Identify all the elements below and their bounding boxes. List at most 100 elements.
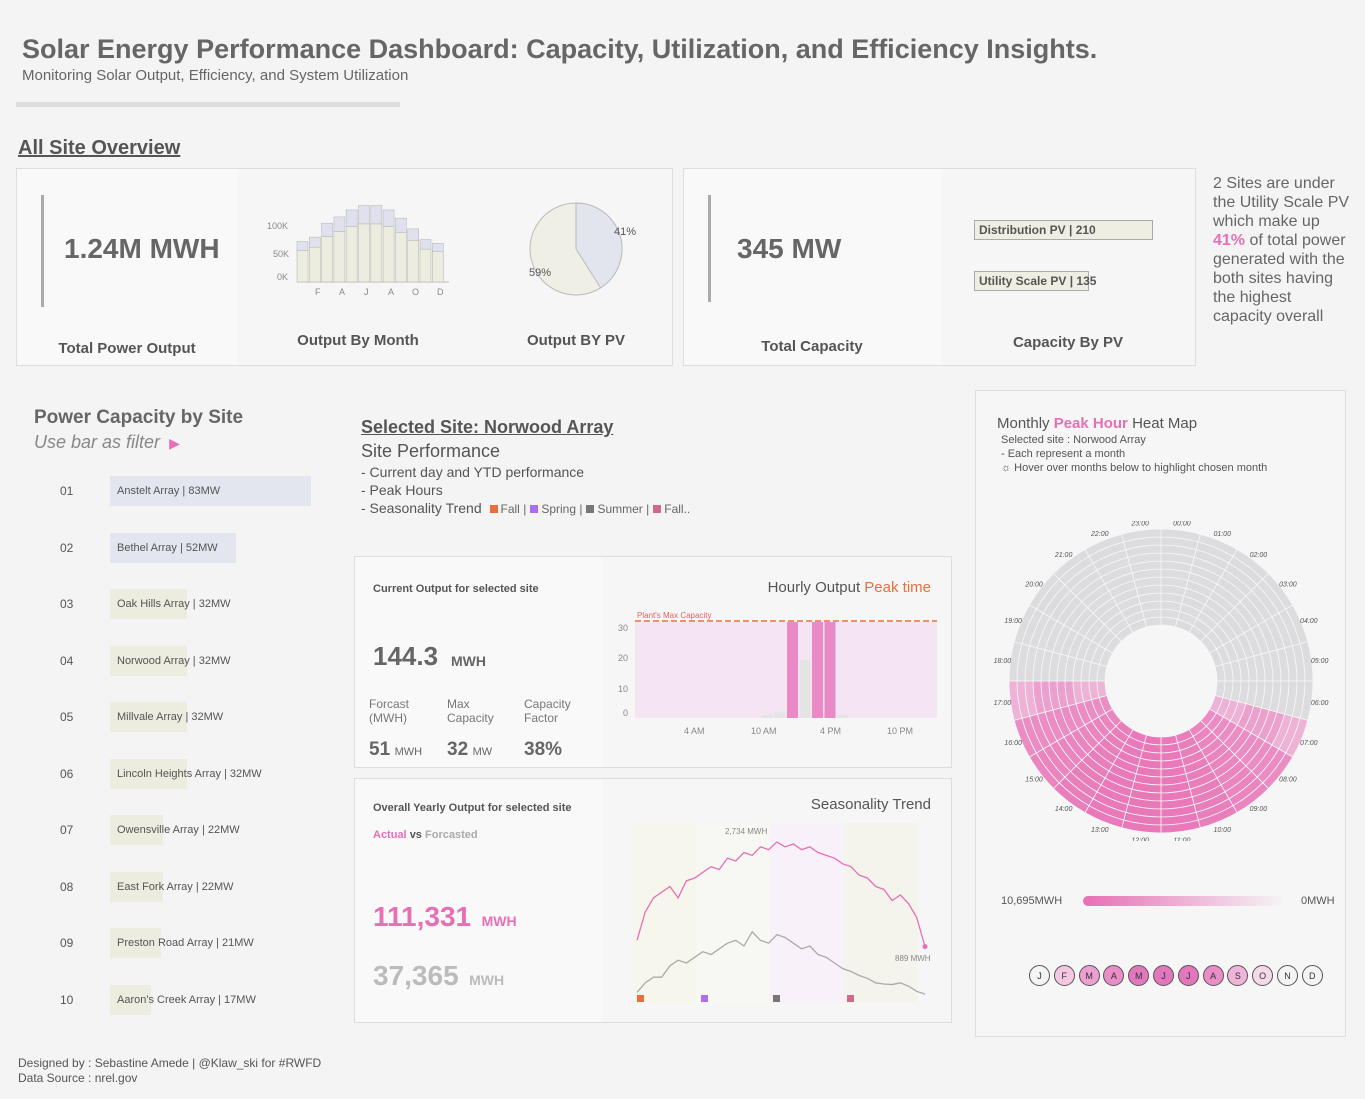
site-row[interactable]: 05 Millvale Array | 32MW bbox=[60, 702, 223, 732]
month-filter-button[interactable]: M bbox=[1128, 965, 1150, 986]
site-row[interactable]: 09 Preston Road Array | 21MW bbox=[60, 928, 254, 958]
site-capacity-bar[interactable]: Bethel Array | 52MW bbox=[110, 532, 236, 563]
month-filter-button[interactable]: A bbox=[1202, 965, 1224, 986]
total-power-value: 1.24M MWH bbox=[64, 233, 220, 264]
month-bar-utility bbox=[308, 236, 321, 248]
seasonality-title: Seasonality Trend bbox=[810, 796, 931, 813]
season-band-spring bbox=[696, 823, 770, 1003]
heatmap-note: Selected site : Norwood Array bbox=[1001, 434, 1146, 446]
y-tick-label: 0 bbox=[623, 708, 628, 718]
hour-label: 13:00 bbox=[1091, 827, 1109, 834]
hourly-output-chart[interactable]: Plant's Max Capacity 30 20 10 0 4 AM 10 … bbox=[615, 607, 945, 742]
month-bar-distribution bbox=[407, 239, 419, 283]
current-output-card bbox=[355, 557, 602, 767]
actual-unit: MWH bbox=[481, 913, 517, 929]
max-capacity-unit: MW bbox=[472, 746, 493, 758]
site-row[interactable]: 08 East Fork Array | 22MW bbox=[60, 871, 234, 902]
legend-label: Fall.. bbox=[664, 502, 691, 516]
month-filter-button[interactable]: F bbox=[1053, 965, 1075, 986]
month-bar-utility bbox=[407, 228, 419, 241]
site-row[interactable]: 06 Lincoln Heights Array | 32MW bbox=[60, 758, 262, 789]
site-capacity-bar[interactable]: Aaron's Creek Array | 17MW bbox=[110, 984, 256, 1015]
season-legend-item: Fall | bbox=[486, 502, 526, 516]
site-capacity-bar[interactable]: Norwood Array | 32MW bbox=[110, 645, 231, 676]
footer-designer: Designed by : Sebastine Amede | @Klaw_sk… bbox=[18, 1056, 322, 1070]
x-tick-label: F bbox=[315, 287, 321, 297]
current-output-panel: Current Output for selected site 144.3 M… bbox=[354, 556, 952, 768]
x-tick-label: O bbox=[412, 287, 419, 297]
site-rank: 03 bbox=[60, 597, 74, 611]
page-subtitle: Monitoring Solar Output, Efficiency, and… bbox=[22, 67, 409, 84]
month-bar-utility bbox=[382, 209, 395, 227]
hour-label: 22:00 bbox=[1090, 531, 1109, 538]
month-filter-button[interactable]: J bbox=[1029, 965, 1050, 986]
month-filter-button[interactable]: M bbox=[1078, 965, 1100, 986]
hour-label: 21:00 bbox=[1054, 552, 1073, 559]
actual-vs-forecast: Actual vs Forcasted bbox=[373, 829, 478, 841]
site-row[interactable]: 10 Aaron's Creek Array | 17MW bbox=[60, 984, 256, 1015]
month-filter-button[interactable]: D bbox=[1301, 965, 1323, 986]
site-rank: 04 bbox=[60, 653, 74, 668]
site-capacity-bar[interactable]: Owensville Array | 22MW bbox=[110, 815, 240, 845]
month-bar-utility bbox=[345, 209, 358, 227]
capacity-bar-utility[interactable]: Utility Scale PV | 135 bbox=[974, 271, 1096, 291]
hourly-actual-bar bbox=[787, 622, 798, 718]
pie-label-distribution: 59% bbox=[529, 267, 551, 279]
season-band-summer bbox=[770, 823, 844, 1003]
hour-label: 11:00 bbox=[1173, 838, 1190, 841]
site-capacity-bar[interactable]: Preston Road Array | 21MW bbox=[110, 928, 254, 958]
site-capacity-bar[interactable]: East Fork Array | 22MW bbox=[110, 871, 234, 902]
site-capacity-bar[interactable]: Anstelt Array | 83MW bbox=[110, 476, 311, 506]
output-by-pv-pie[interactable]: 41% 59% bbox=[507, 199, 637, 309]
month-filter-button[interactable]: A bbox=[1103, 965, 1125, 986]
total-capacity-value: 345 MW bbox=[737, 233, 842, 264]
month-filter-button[interactable]: O bbox=[1252, 965, 1274, 986]
heatmap-cell bbox=[1121, 528, 1162, 543]
site-capacity-bar[interactable]: Millvale Array | 32MW bbox=[110, 702, 223, 732]
hour-label: 10:00 bbox=[1213, 827, 1231, 834]
month-bar-utility bbox=[432, 243, 444, 252]
hourly-chart-title: Hourly Output Peak time bbox=[768, 579, 931, 596]
y-tick-label: 50K bbox=[273, 249, 289, 259]
site-rank: 08 bbox=[60, 879, 74, 894]
capacity-bar-distribution[interactable]: Distribution PV | 210 bbox=[974, 220, 1153, 240]
site-row[interactable]: 03 Oak Hills Array | 32MW bbox=[60, 589, 231, 619]
site-rank: 06 bbox=[60, 766, 74, 781]
site-capacity-bar[interactable]: Oak Hills Array | 32MW bbox=[110, 589, 231, 619]
site-row[interactable]: 01 Anstelt Array | 83MW bbox=[60, 476, 311, 506]
radial-heatmap[interactable]: 00:00 01:00 02:00 03:00 04:00 05:00 06:00 07:00… bbox=[991, 521, 1331, 841]
site-row[interactable]: 07 Owensville Array | 22MW bbox=[60, 815, 240, 845]
actual-end-marker bbox=[922, 944, 928, 950]
month-filter-button[interactable]: N bbox=[1276, 965, 1298, 986]
season-legend-item: Spring | bbox=[526, 502, 582, 516]
month-filter-button[interactable]: S bbox=[1227, 965, 1249, 986]
month-bar-distribution bbox=[432, 251, 444, 283]
pie-slice-utility bbox=[575, 202, 623, 289]
note-text: which make up bbox=[1213, 213, 1320, 230]
site-row[interactable]: 02 Bethel Array | 52MW bbox=[60, 532, 236, 563]
month-filter-button[interactable]: J bbox=[1152, 965, 1174, 986]
output-by-month-chart[interactable]: 100K 50K 0K F A J A O D bbox=[267, 203, 457, 303]
forecast-kpi: 51 MWH bbox=[369, 739, 422, 761]
month-bar-distribution bbox=[308, 246, 321, 283]
site-row[interactable]: 04 Norwood Array | 32MW bbox=[60, 645, 231, 676]
bullet-item: - Peak Hours bbox=[361, 482, 443, 498]
heatmap-hover-note: ☼ Hover over months below to highlight c… bbox=[1001, 461, 1267, 475]
max-capacity-kpi: 32 MW bbox=[447, 739, 492, 761]
legend-swatch bbox=[489, 505, 498, 513]
site-capacity-bar[interactable]: Lincoln Heights Array | 32MW bbox=[110, 758, 262, 789]
actual-value: 111,331 bbox=[373, 901, 472, 932]
heatmap-panel: Monthly Peak Hour Heat Map Selected site… bbox=[975, 390, 1346, 1037]
seasonality-chart[interactable]: 2,734 MWH 889 MWH bbox=[625, 819, 945, 1009]
hour-label: 08:00 bbox=[1279, 776, 1297, 783]
heatmap-title: Monthly Peak Hour Heat Map bbox=[997, 415, 1197, 432]
hourly-title-text: Hourly Output bbox=[767, 579, 861, 596]
month-bar-utility bbox=[395, 217, 407, 234]
hour-label: 23:00 bbox=[1130, 521, 1149, 527]
play-icon: ▶ bbox=[169, 435, 180, 451]
y-tick-label: 20 bbox=[618, 653, 628, 663]
month-filter-button[interactable]: J bbox=[1177, 965, 1199, 986]
yearly-forecast-kpi: 37,365 MWH bbox=[373, 960, 504, 992]
hour-label: 05:00 bbox=[1311, 658, 1329, 665]
